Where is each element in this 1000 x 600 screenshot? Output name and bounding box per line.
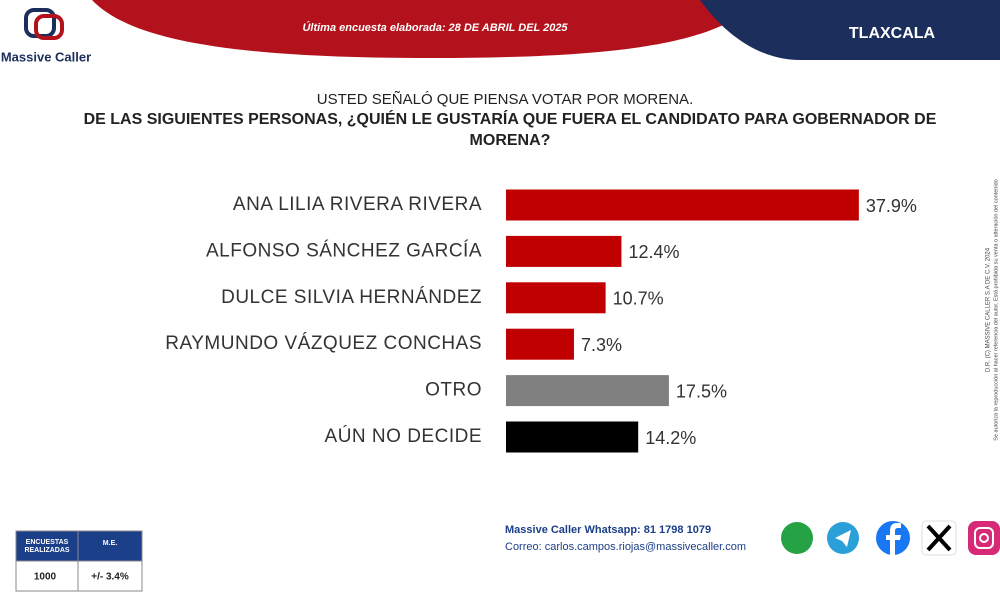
survey-date: Última encuesta elaborada: 28 DE ABRIL D… — [302, 21, 568, 34]
table-header — [16, 531, 142, 561]
value-label: 10.7% — [613, 289, 664, 309]
bar — [506, 421, 639, 453]
value-label: 12.4% — [628, 242, 679, 262]
chart-title: DE LAS SIGUIENTES PERSONAS, ¿QUIÉN LE GU… — [83, 111, 937, 149]
value-label: 14.2% — [645, 428, 696, 448]
category-label: RAYMUNDO VÁZQUEZ CONCHAS — [165, 333, 482, 354]
table-header-cell: M.E. — [103, 540, 117, 547]
table-cell: +/- 3.4% — [91, 572, 129, 583]
title-box: DE LAS SIGUIENTES PERSONAS, ¿QUIÉN LE GU… — [83, 111, 937, 149]
social-icons — [781, 520, 1000, 556]
header-band — [92, 0, 760, 58]
value-label: 37.9% — [866, 196, 917, 216]
category-label: AÚN NO DECIDE — [325, 425, 482, 447]
whatsapp-icon[interactable] — [781, 522, 813, 554]
x-glyph — [926, 524, 952, 552]
facebook-glyph — [886, 523, 901, 556]
telegram-glyph — [835, 530, 851, 547]
category-label: DULCE SILVIA HERNÁNDEZ — [221, 287, 482, 308]
instagram-icon[interactable] — [968, 521, 1000, 555]
bar — [506, 235, 622, 267]
footer-whatsapp: Massive Caller Whatsapp: 81 1798 1079 — [505, 524, 711, 536]
chart-subtitle: USTED SEÑALÓ QUE PIENSA VOTAR POR MORENA… — [317, 91, 693, 108]
logo-icon — [34, 14, 64, 40]
value-label: 7.3% — [581, 335, 622, 355]
category-label: OTRO — [425, 380, 482, 401]
table-cell: 1000 — [34, 572, 57, 583]
bar — [506, 328, 574, 360]
state: TLAXCALA — [849, 25, 936, 42]
logo: Massive Caller — [1, 8, 91, 64]
bar — [506, 375, 669, 407]
table-header-cell: ENCUESTAS REALIZADAS — [24, 539, 70, 554]
instagram-glyph — [974, 527, 994, 549]
instagram-glyph — [979, 533, 989, 543]
bar — [506, 282, 606, 314]
cell-box: ENCUESTAS REALIZADAS — [24, 539, 70, 554]
footer-email: Correo: carlos.campos.riojas@massivecall… — [505, 541, 746, 553]
survey-table: ENCUESTAS REALIZADAS M.E. 1000 +/- 3.4% — [15, 530, 143, 592]
plot: ANA LILIA RIVERA RIVERA 37.9% ALFONSO SÁNC… — [165, 189, 917, 453]
table-row — [15, 560, 143, 592]
permission-note: Se autoriza la reproducción al hacer ref… — [993, 179, 999, 440]
category-label: ALFONSO SÁNCHEZ GARCÍA — [206, 240, 482, 261]
logo-text: Massive Caller — [1, 49, 91, 64]
copyright-note: D.R. (C) MASSIVE CALLER S.A DE C.V. 2024 — [986, 247, 992, 372]
value-label: 17.5% — [676, 381, 727, 401]
category-label: ANA LILIA RIVERA RIVERA — [233, 194, 482, 215]
bar — [506, 189, 859, 221]
header-band-right — [700, 0, 1000, 60]
